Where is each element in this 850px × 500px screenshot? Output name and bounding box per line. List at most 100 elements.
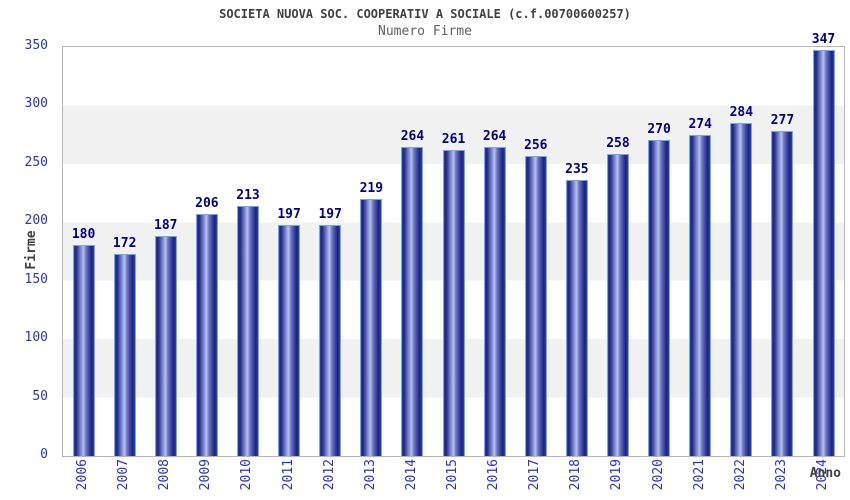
bar-value-label: 270 — [647, 121, 671, 137]
x-tick-label: 2018 — [568, 459, 584, 491]
bar-value-label: 197 — [318, 206, 342, 222]
bar-slot-2011: 197 — [269, 47, 310, 456]
bar-value-label: 347 — [811, 31, 836, 47]
bar-value-label: 197 — [277, 206, 301, 222]
bar-2008 — [154, 236, 177, 456]
bar-slot-2009: 206 — [186, 47, 227, 456]
x-tick-label: 2023 — [773, 459, 789, 491]
bar-slot-2023: 277 — [762, 47, 803, 456]
bar-value-label: 206 — [195, 196, 219, 212]
x-tick-label: 2021 — [691, 459, 707, 491]
x-tick-slot: 2006 — [62, 457, 103, 499]
x-tick-label: 2007 — [116, 459, 132, 491]
bar-slot-2007: 172 — [104, 47, 145, 456]
bar-slot-2022: 284 — [721, 47, 762, 456]
x-tick-slot: 2019 — [596, 457, 637, 499]
x-tick-slot: 2011 — [268, 457, 309, 499]
x-tick-slot: 2021 — [679, 457, 720, 499]
x-axis-title: Anno — [809, 466, 841, 481]
bar-2017 — [524, 155, 547, 456]
bar-value-label: 261 — [441, 132, 466, 148]
chart-title: SOCIETA NUOVA SOC. COOPERATIV A SOCIALE … — [219, 7, 631, 21]
bar-value-label: 219 — [359, 181, 384, 197]
x-tick-slot: 2017 — [514, 457, 555, 499]
plot-area: 180 172 187 206 213 197 197 219 264 261 264 256 235 2… — [62, 32, 845, 457]
bar-slot-2019: 258 — [597, 47, 638, 456]
y-tick-label: 50 — [32, 388, 48, 404]
x-tick-label: 2010 — [239, 459, 255, 491]
bar-2007 — [113, 254, 136, 456]
bar-2021 — [689, 134, 712, 456]
x-tick-slot: 2012 — [309, 457, 350, 499]
y-axis-tick-labels: 0 50 100 150 200 250 300 350 — [0, 38, 55, 462]
bar-2010 — [236, 206, 259, 456]
x-tick-slot: 2022 — [720, 457, 761, 499]
bar-value-label: 264 — [482, 128, 507, 144]
bar-value-label: 235 — [565, 162, 589, 178]
x-tick-label: 2013 — [362, 459, 378, 491]
x-tick-slot: 2007 — [103, 457, 144, 499]
x-tick-slot: 2023 — [761, 457, 802, 499]
x-tick-label: 2016 — [486, 459, 502, 491]
bar-2024 — [812, 49, 835, 456]
x-tick-slot: 2016 — [473, 457, 514, 499]
x-axis-tick-labels: 2006 2007 2008 2009 2010 2011 2012 2013 2014 2015… — [62, 457, 843, 499]
bar-slot-2008: 187 — [145, 47, 186, 456]
bar-2009 — [195, 214, 218, 456]
y-tick-label: 200 — [24, 213, 48, 229]
bar-2015 — [442, 150, 465, 456]
bar-value-label: 213 — [236, 188, 260, 204]
x-tick-label: 2019 — [609, 459, 625, 491]
bar-slot-2020: 270 — [639, 47, 680, 456]
bar-2023 — [771, 131, 794, 456]
x-tick-label: 2014 — [403, 459, 419, 491]
x-tick-label: 2011 — [280, 459, 296, 491]
bar-2020 — [648, 139, 671, 456]
bar-value-label: 258 — [606, 135, 630, 151]
bar-slot-2015: 261 — [433, 47, 474, 456]
bar-slot-2012: 197 — [310, 47, 351, 456]
x-tick-slot: 2015 — [432, 457, 473, 499]
chart-subtitle: Numero Firme — [378, 24, 472, 39]
bar-2013 — [360, 199, 383, 456]
y-tick-label: 0 — [40, 447, 48, 462]
x-tick-label: 2008 — [157, 459, 173, 491]
bar-slot-2024: 347 — [803, 32, 844, 456]
x-tick-slot: 2013 — [350, 457, 391, 499]
bar-value-label: 277 — [770, 113, 795, 129]
bar-2011 — [278, 224, 301, 456]
x-tick-label: 2006 — [75, 459, 91, 491]
x-tick-label: 2012 — [321, 459, 337, 491]
bar-2019 — [606, 153, 629, 456]
bar-value-label: 284 — [729, 105, 754, 121]
x-tick-label: 2020 — [650, 459, 666, 491]
bar-2014 — [401, 146, 424, 456]
bar-2016 — [483, 146, 506, 456]
bar-slot-2010: 213 — [227, 47, 268, 456]
bar-slot-2006: 180 — [63, 47, 104, 456]
bars-container: 180 172 187 206 213 197 197 219 264 261 264 256 235 2… — [63, 32, 844, 456]
x-tick-label: 2017 — [527, 459, 543, 491]
bar-value-label: 256 — [524, 137, 548, 153]
x-tick-slot: 2018 — [555, 457, 596, 499]
y-tick-label: 150 — [24, 271, 48, 287]
x-tick-slot: 2010 — [226, 457, 267, 499]
bar-slot-2013: 219 — [351, 47, 392, 456]
bar-value-label: 274 — [688, 116, 712, 132]
bar-value-label: 187 — [154, 218, 178, 234]
bar-2006 — [72, 244, 95, 456]
x-tick-slot: 2009 — [185, 457, 226, 499]
y-tick-label: 300 — [24, 96, 48, 112]
bar-slot-2017: 256 — [515, 47, 556, 456]
bar-2018 — [565, 180, 588, 456]
bar-2012 — [319, 224, 342, 456]
x-tick-label: 2022 — [732, 459, 748, 491]
y-tick-label: 250 — [24, 154, 48, 170]
bar-2022 — [730, 123, 753, 456]
x-tick-slot: 2014 — [391, 457, 432, 499]
y-tick-label: 350 — [24, 38, 48, 53]
bar-slot-2018: 235 — [556, 47, 597, 456]
y-tick-label: 100 — [24, 330, 48, 346]
x-tick-label: 2015 — [445, 459, 461, 491]
